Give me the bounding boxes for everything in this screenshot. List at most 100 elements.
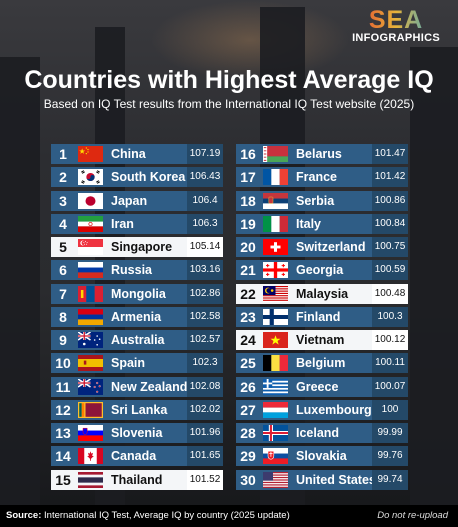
country-name: France xyxy=(296,170,337,185)
armenia-flag-icon xyxy=(78,308,103,325)
iq-value: 102.08 xyxy=(187,376,223,397)
rank-number: 22 xyxy=(240,285,256,302)
iq-value: 100.86 xyxy=(372,190,408,211)
rank-number: 9 xyxy=(59,332,67,348)
ranking-row-thailand: 15 Thailand 101.52 xyxy=(51,469,223,490)
canada-flag-icon xyxy=(78,448,103,465)
ranking-row-iceland: 28 Iceland 99.99 xyxy=(236,423,408,443)
iq-value: 100.3 xyxy=(372,306,408,327)
iq-value: 103.16 xyxy=(187,260,223,281)
ranking-row-vietnam: 24 Vietnam 100.12 xyxy=(236,330,408,350)
country-name: Italy xyxy=(296,216,322,231)
country-name: Japan xyxy=(111,193,148,208)
slovakia-flag-icon xyxy=(263,448,288,465)
iq-value: 106.43 xyxy=(187,167,223,188)
ranking-row-mongolia: 7 Mongolia 102.86 xyxy=(51,283,223,304)
iq-value: 107.19 xyxy=(187,144,223,164)
country-name: Georgia xyxy=(296,263,344,278)
ranking-row-slovakia: 29 Slovakia 99.76 xyxy=(236,446,408,467)
iq-value: 100.11 xyxy=(372,353,408,374)
iq-value: 101.96 xyxy=(187,423,223,443)
rank-number: 12 xyxy=(55,401,71,418)
new-zealand-flag-icon xyxy=(78,378,103,395)
australia-flag-icon xyxy=(78,332,103,348)
slovenia-flag-icon xyxy=(78,425,103,441)
ranking-row-spain: 10 Spain 102.3 xyxy=(51,353,223,374)
iq-value: 101.42 xyxy=(372,167,408,188)
rank-number: 10 xyxy=(55,355,71,372)
iq-value: 100.12 xyxy=(372,330,408,350)
country-name: South Korea xyxy=(111,170,186,185)
russia-flag-icon xyxy=(78,262,103,279)
country-name: Armenia xyxy=(111,309,162,324)
mongolia-flag-icon xyxy=(78,285,103,302)
source-label: Source: xyxy=(6,510,42,521)
country-name: Greece xyxy=(296,379,339,394)
logo-main-text: SEA xyxy=(352,7,440,33)
rank-number: 7 xyxy=(59,285,67,302)
ranking-row-south-korea: 2 South Korea 106.43 xyxy=(51,167,223,188)
switzerland-flag-icon xyxy=(263,239,288,255)
country-name: Serbia xyxy=(296,193,335,208)
rank-number: 26 xyxy=(240,378,256,395)
ranking-row-georgia: 21 Georgia 100.59 xyxy=(236,260,408,281)
rank-number: 24 xyxy=(240,332,256,348)
iq-value: 106.3 xyxy=(187,213,223,234)
iq-value: 99.76 xyxy=(372,446,408,467)
background-building xyxy=(410,47,458,527)
country-name: Slovakia xyxy=(296,449,347,464)
country-name: Vietnam xyxy=(296,333,345,347)
ranking-row-armenia: 8 Armenia 102.58 xyxy=(51,306,223,327)
country-name: United States xyxy=(296,472,376,487)
ranking-row-china: 1 China 107.19 xyxy=(51,144,223,164)
rank-number: 2 xyxy=(59,169,67,186)
ranking-row-belarus: 16 Belarus 101.47 xyxy=(236,144,408,164)
iq-value: 102.57 xyxy=(187,330,223,350)
china-flag-icon xyxy=(78,146,103,162)
iq-value: 102.58 xyxy=(187,306,223,327)
country-name: Iceland xyxy=(296,426,340,440)
page-subtitle: Based on IQ Test results from the Intern… xyxy=(43,97,415,111)
country-name: Malaysia xyxy=(296,286,349,301)
iq-value: 101.47 xyxy=(372,144,408,164)
iq-value: 100 xyxy=(372,399,408,420)
country-name: Spain xyxy=(111,356,146,371)
country-name: Mongolia xyxy=(111,286,166,301)
belarus-flag-icon xyxy=(263,146,288,162)
iq-value: 102.86 xyxy=(187,283,223,304)
ranking-row-canada: 14 Canada 101.65 xyxy=(51,446,223,467)
country-name: Belarus xyxy=(296,147,342,161)
rank-number: 18 xyxy=(240,192,256,209)
ranking-row-finland: 23 Finland 100.3 xyxy=(236,306,408,327)
source-text: International IQ Test, Average IQ by cou… xyxy=(44,510,290,521)
iq-value: 102.3 xyxy=(187,353,223,374)
rank-number: 20 xyxy=(240,239,256,255)
rank-number: 4 xyxy=(59,215,67,232)
spain-flag-icon xyxy=(78,355,103,372)
ranking-row-switzerland: 20 Switzerland 100.75 xyxy=(236,237,408,257)
rank-number: 13 xyxy=(55,425,71,441)
rank-number: 21 xyxy=(240,262,256,279)
page-title: Countries with Highest Average IQ xyxy=(24,66,434,94)
serbia-flag-icon xyxy=(263,192,288,209)
malaysia-flag-icon xyxy=(263,285,288,302)
iq-value: 100.59 xyxy=(372,260,408,281)
rank-number: 16 xyxy=(240,146,256,162)
finland-flag-icon xyxy=(263,308,288,325)
iq-value: 100.84 xyxy=(372,213,408,234)
country-name: Australia xyxy=(111,333,165,347)
country-name: Thailand xyxy=(111,472,163,487)
rank-number: 17 xyxy=(240,169,256,186)
background-glow xyxy=(150,0,350,80)
ranking-row-greece: 26 Greece 100.07 xyxy=(236,376,408,397)
rank-number: 1 xyxy=(59,146,67,162)
ranking-row-new-zealand: 11 New Zealand 102.08 xyxy=(51,376,223,397)
ranking-column-right: 16 Belarus 101.47 17 France 101.42 18 Serbia 100… xyxy=(236,144,408,493)
rank-number: 30 xyxy=(240,471,256,488)
belgium-flag-icon xyxy=(263,355,288,372)
ranking-row-luxembourg: 27 Luxembourg 100 xyxy=(236,399,408,420)
rank-number: 25 xyxy=(240,355,256,372)
japan-flag-icon xyxy=(78,192,103,209)
sri-lanka-flag-icon xyxy=(78,401,103,418)
ranking-row-australia: 9 Australia 102.57 xyxy=(51,330,223,350)
